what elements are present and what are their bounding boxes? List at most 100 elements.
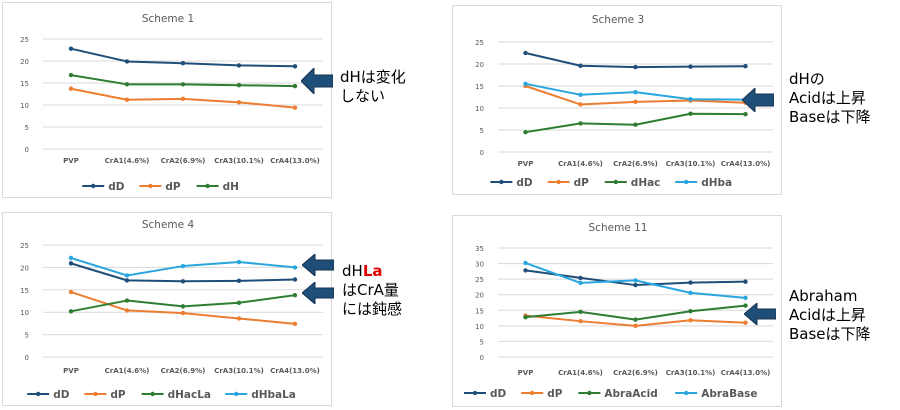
data-point-dd xyxy=(523,50,528,56)
data-point-dd xyxy=(292,277,298,282)
y-tick-label: 0 xyxy=(25,354,29,362)
y-tick-label: 20 xyxy=(475,61,484,69)
y-tick-label: 5 xyxy=(25,332,29,340)
chart-panel-scheme-3: Scheme 3 0 5 10 15 20 25 PVP CrA1(4.6%) CrA2(6.9%… xyxy=(452,5,782,195)
data-point-dhacla xyxy=(68,309,74,314)
legend-marker-dp xyxy=(556,179,561,185)
y-tick-label: 25 xyxy=(475,276,484,284)
chart-title: Scheme 4 xyxy=(142,219,195,231)
y-tick-label: 20 xyxy=(20,264,29,272)
arrow-shape xyxy=(301,68,333,94)
note-scheme-3: dHの Acidは上昇 Baseは下降 xyxy=(789,70,871,127)
note-scheme-1-line-2: しない xyxy=(340,87,386,105)
data-point-dp xyxy=(236,316,242,321)
legend-marker-dhbala xyxy=(234,391,239,397)
legend-marker-abrabase xyxy=(684,390,689,396)
y-tick-label: 20 xyxy=(475,292,484,300)
data-point-abraacid xyxy=(523,314,528,320)
y-tick-label: 15 xyxy=(475,307,484,315)
legend-label-dp: dP xyxy=(110,389,126,401)
legend-marker-dd xyxy=(91,183,96,189)
arrow-scheme-11-icon xyxy=(744,303,776,325)
data-point-dd xyxy=(68,46,74,51)
data-point-abrabase xyxy=(578,280,583,286)
x-tick-label: CrA3(10.1%) xyxy=(666,369,716,377)
data-point-dh xyxy=(236,83,242,88)
x-tick-label: CrA2(6.9%) xyxy=(613,369,658,377)
data-point-abrabase xyxy=(633,278,638,283)
data-point-dd xyxy=(124,59,130,64)
chart-title: Scheme 11 xyxy=(589,222,648,234)
legend-label-dhac: dHac xyxy=(631,177,661,189)
data-point-abrabase xyxy=(743,295,748,301)
note-scheme-11-line-2: Acidは上昇 xyxy=(789,306,866,324)
data-point-abraacid xyxy=(743,303,748,308)
data-point-abraacid xyxy=(688,309,693,314)
data-point-dp xyxy=(292,105,298,110)
data-point-dp xyxy=(236,100,242,105)
legend-marker-dh xyxy=(205,183,210,189)
data-point-dp xyxy=(578,318,583,324)
chart-title: Scheme 1 xyxy=(142,13,194,25)
data-point-abraacid xyxy=(633,317,638,322)
arrow-shape xyxy=(742,88,774,112)
legend: dD dP AbraAcid AbraBase xyxy=(464,388,758,400)
data-point-dp xyxy=(633,99,638,105)
arrow-scheme-4-dhac-icon xyxy=(302,282,334,304)
arrow-shape xyxy=(744,303,776,325)
data-point-dp xyxy=(68,289,74,295)
data-point-dhbala xyxy=(236,259,242,265)
x-tick-label: CrA4(13.0%) xyxy=(721,369,771,377)
y-tick-label: 15 xyxy=(20,80,29,88)
data-point-dd xyxy=(578,275,583,281)
arrow-shape xyxy=(302,254,334,276)
data-point-dhacla xyxy=(180,304,186,309)
data-point-dd xyxy=(743,64,748,69)
note-scheme-4-line-2: はCrA量 xyxy=(342,281,399,299)
x-tick-label: CrA3(10.1%) xyxy=(214,367,264,375)
data-point-dhac xyxy=(633,122,638,127)
legend-marker-dhba xyxy=(684,179,689,185)
note-scheme-11-line-1: Abraham xyxy=(789,287,858,305)
legend-label-dd: dD xyxy=(490,388,507,400)
data-point-dh xyxy=(124,82,130,87)
data-point-dp xyxy=(292,321,298,327)
note-scheme-3-line-1: dHの xyxy=(789,70,825,88)
y-tick-label: 15 xyxy=(20,287,29,295)
data-point-dp xyxy=(180,310,186,316)
legend: dD dP dH xyxy=(82,181,239,193)
y-tick-label: 25 xyxy=(20,36,29,44)
x-tick-label: CrA2(6.9%) xyxy=(613,160,658,168)
x-tick-label: CrA4(13.0%) xyxy=(270,367,320,375)
data-point-dd xyxy=(236,63,242,68)
data-point-dd xyxy=(688,280,693,285)
legend-label-abraacid: AbraAcid xyxy=(604,388,657,400)
data-point-dd xyxy=(68,261,74,266)
data-point-dhbala xyxy=(292,265,298,270)
y-tick-label: 10 xyxy=(20,102,29,110)
note-scheme-4: dHLa はCrA量 には鈍感 xyxy=(342,262,402,319)
data-point-abrabase xyxy=(523,260,528,266)
legend-marker-dhacla xyxy=(150,391,155,397)
data-point-dd xyxy=(578,63,583,68)
chart-scheme-4: Scheme 4 0 5 10 15 20 25 PVP CrA1(4.6%) CrA2(6.9%… xyxy=(20,219,323,401)
data-point-dhac xyxy=(523,130,528,135)
legend-label-dd: dD xyxy=(516,177,533,189)
data-point-dp xyxy=(68,86,74,91)
x-tick-label: CrA1(4.6%) xyxy=(105,157,150,165)
legend-marker-dd xyxy=(499,179,504,185)
y-tick-label: 0 xyxy=(480,354,484,362)
legend-marker-dd xyxy=(472,390,478,396)
note-scheme-11: Abraham Acidは上昇 Baseは下降 xyxy=(789,287,871,344)
y-tick-label: 5 xyxy=(25,124,29,132)
y-tick-label: 0 xyxy=(25,146,29,154)
y-tick-label: 10 xyxy=(475,323,484,331)
data-point-dd xyxy=(180,279,186,284)
chart-panel-scheme-4: Scheme 4 0 5 10 15 20 25 PVP CrA1(4.6%) CrA2(6.9%… xyxy=(2,212,332,406)
legend-marker-dhac xyxy=(613,179,618,185)
chart-title: Scheme 3 xyxy=(592,14,644,26)
x-tick-label: CrA3(10.1%) xyxy=(666,160,716,168)
x-tick-label: PVP xyxy=(63,157,79,165)
data-point-dd xyxy=(633,282,638,288)
data-point-dhac xyxy=(743,111,748,117)
